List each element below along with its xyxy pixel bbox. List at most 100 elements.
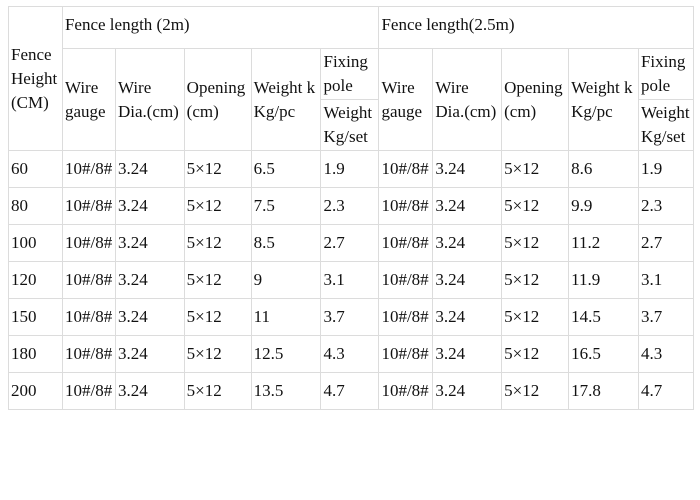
- cell-wire-dia: 3.24: [114, 150, 185, 188]
- cell-wire-gauge: 10#/8#: [61, 150, 116, 188]
- cell-pole-weight-b: 2.7: [637, 224, 695, 262]
- table-row: 200 10#/8# 3.24 5×12 13.5 4.7 10#/8# 3.2…: [8, 372, 695, 410]
- header-weight-b: Weight k Kg/pc: [568, 48, 639, 151]
- group-header-2m: Fence length (2m): [61, 6, 380, 49]
- cell-pole-weight-b: 4.7: [637, 372, 695, 410]
- cell-wire-gauge-b: 10#/8#: [378, 150, 434, 188]
- header-wire-dia-b: Wire Dia.(cm): [432, 48, 503, 151]
- row-header-fence-height: Fence Height (CM): [8, 6, 63, 151]
- cell-opening: 5×12: [183, 261, 252, 299]
- cell-wire-gauge-b: 10#/8#: [378, 187, 434, 225]
- table-row: 150 10#/8# 3.24 5×12 11 3.7 10#/8# 3.24 …: [8, 298, 695, 336]
- header-opening-b: Opening (cm): [501, 48, 570, 151]
- cell-height: 80: [8, 187, 63, 225]
- header-row-pole-weight: Weight Kg/set Weight Kg/set: [9, 99, 695, 151]
- cell-pole-weight-b: 4.3: [637, 335, 695, 373]
- cell-height: 60: [8, 150, 63, 188]
- cell-wire-dia-b: 3.24: [432, 372, 503, 410]
- table-row: 60 10#/8# 3.24 5×12 6.5 1.9 10#/8# 3.24 …: [8, 150, 695, 188]
- cell-wire-dia-b: 3.24: [432, 298, 503, 336]
- cell-pole-weight-b: 3.7: [637, 298, 695, 336]
- header-fixing-pole-b: Fixing pole: [637, 48, 695, 100]
- cell-wire-gauge-b: 10#/8#: [378, 224, 434, 262]
- cell-wire-dia: 3.24: [114, 187, 185, 225]
- header-fixing-pole: Fixing pole: [320, 48, 380, 100]
- cell-height: 200: [8, 372, 63, 410]
- cell-wire-dia: 3.24: [114, 261, 185, 299]
- group-header-2-5m: Fence length(2.5m): [378, 6, 694, 49]
- cell-pole-weight: 4.3: [320, 335, 380, 373]
- cell-weight-b: 14.5: [568, 298, 639, 336]
- cell-opening-b: 5×12: [501, 150, 570, 188]
- cell-pole-weight: 3.1: [320, 261, 380, 299]
- cell-opening-b: 5×12: [501, 187, 570, 225]
- cell-weight-b: 17.8: [568, 372, 639, 410]
- header-pole-weight: Weight Kg/set: [320, 99, 380, 151]
- cell-wire-dia-b: 3.24: [432, 261, 503, 299]
- cell-weight-b: 16.5: [568, 335, 639, 373]
- cell-weight: 12.5: [250, 335, 322, 373]
- cell-opening-b: 5×12: [501, 372, 570, 410]
- cell-wire-dia-b: 3.24: [432, 335, 503, 373]
- cell-wire-dia-b: 3.24: [432, 224, 503, 262]
- cell-wire-gauge: 10#/8#: [61, 298, 116, 336]
- table-row: 180 10#/8# 3.24 5×12 12.5 4.3 10#/8# 3.2…: [8, 335, 695, 373]
- cell-pole-weight: 2.7: [320, 224, 380, 262]
- cell-wire-dia: 3.24: [114, 298, 185, 336]
- cell-opening: 5×12: [183, 224, 252, 262]
- cell-wire-gauge: 10#/8#: [61, 335, 116, 373]
- cell-height: 150: [8, 298, 63, 336]
- cell-height: 100: [8, 224, 63, 262]
- header-wire-gauge: Wire gauge: [61, 48, 116, 151]
- table-row: 80 10#/8# 3.24 5×12 7.5 2.3 10#/8# 3.24 …: [8, 187, 695, 225]
- cell-weight-b: 11.9: [568, 261, 639, 299]
- cell-pole-weight: 1.9: [320, 150, 380, 188]
- header-weight: Weight k Kg/pc: [250, 48, 322, 151]
- cell-weight-b: 9.9: [568, 187, 639, 225]
- cell-opening: 5×12: [183, 298, 252, 336]
- cell-wire-gauge: 10#/8#: [61, 187, 116, 225]
- cell-opening-b: 5×12: [501, 298, 570, 336]
- cell-wire-gauge: 10#/8#: [61, 261, 116, 299]
- cell-weight: 6.5: [250, 150, 322, 188]
- table-body: 60 10#/8# 3.24 5×12 6.5 1.9 10#/8# 3.24 …: [8, 150, 695, 410]
- cell-wire-gauge-b: 10#/8#: [378, 372, 434, 410]
- cell-pole-weight: 3.7: [320, 298, 380, 336]
- cell-opening-b: 5×12: [501, 261, 570, 299]
- cell-wire-dia: 3.24: [114, 372, 185, 410]
- fence-spec-table: Fence Height (CM) Fence length (2m) Fenc…: [8, 6, 695, 410]
- cell-pole-weight-b: 1.9: [637, 150, 695, 188]
- table-row: 120 10#/8# 3.24 5×12 9 3.1 10#/8# 3.24 5…: [8, 261, 695, 299]
- cell-opening-b: 5×12: [501, 224, 570, 262]
- cell-wire-gauge-b: 10#/8#: [378, 335, 434, 373]
- cell-weight-b: 8.6: [568, 150, 639, 188]
- cell-wire-gauge: 10#/8#: [61, 224, 116, 262]
- cell-pole-weight-b: 2.3: [637, 187, 695, 225]
- cell-pole-weight: 2.3: [320, 187, 380, 225]
- cell-wire-gauge-b: 10#/8#: [378, 261, 434, 299]
- cell-opening-b: 5×12: [501, 335, 570, 373]
- cell-weight: 9: [250, 261, 322, 299]
- cell-pole-weight-b: 3.1: [637, 261, 695, 299]
- header-wire-dia: Wire Dia.(cm): [114, 48, 185, 151]
- header-row-groups: Fence Height (CM) Fence length (2m) Fenc…: [8, 6, 694, 151]
- cell-wire-dia-b: 3.24: [432, 150, 503, 188]
- header-row-subheaders: Wire gauge Wire Dia.(cm) Opening (cm) We…: [9, 48, 695, 151]
- header-opening: Opening (cm): [183, 48, 252, 151]
- cell-weight: 13.5: [250, 372, 322, 410]
- cell-weight: 11: [250, 298, 322, 336]
- cell-opening: 5×12: [183, 335, 252, 373]
- cell-height: 180: [8, 335, 63, 373]
- cell-wire-gauge-b: 10#/8#: [378, 298, 434, 336]
- cell-opening: 5×12: [183, 187, 252, 225]
- table-header: Fence Height (CM) Fence length (2m) Fenc…: [8, 6, 695, 151]
- cell-height: 120: [8, 261, 63, 299]
- header-wire-gauge-b: Wire gauge: [378, 48, 434, 151]
- cell-wire-gauge: 10#/8#: [61, 372, 116, 410]
- cell-wire-dia: 3.24: [114, 224, 185, 262]
- cell-opening: 5×12: [183, 150, 252, 188]
- cell-opening: 5×12: [183, 372, 252, 410]
- cell-weight: 8.5: [250, 224, 322, 262]
- cell-wire-dia-b: 3.24: [432, 187, 503, 225]
